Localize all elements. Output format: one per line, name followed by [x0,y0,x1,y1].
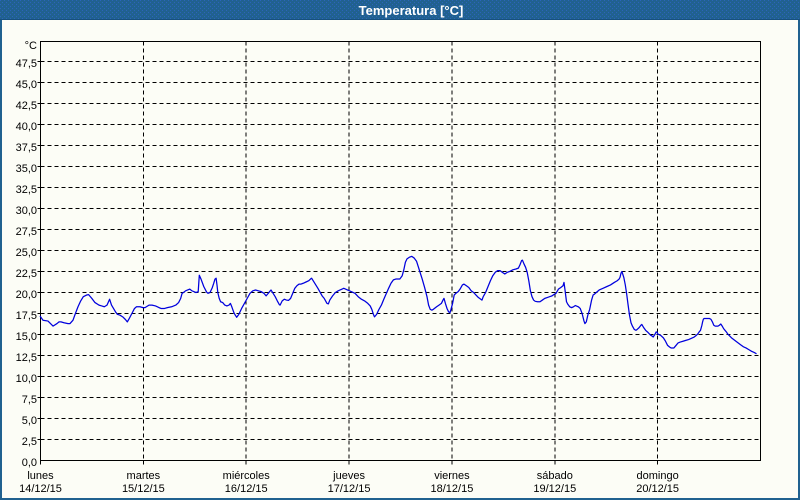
svg-text:25,0: 25,0 [16,247,37,259]
svg-text:32,5: 32,5 [16,184,37,196]
svg-text:47,5: 47,5 [16,58,37,70]
svg-text:17,5: 17,5 [16,310,37,322]
svg-text:10,0: 10,0 [16,373,37,385]
svg-text:35,0: 35,0 [16,163,37,175]
svg-text:jueves: jueves [332,470,365,482]
svg-text:miércoles: miércoles [223,470,271,482]
svg-text:45,0: 45,0 [16,79,37,91]
svg-text:lunes: lunes [27,470,54,482]
svg-text:16/12/15: 16/12/15 [225,483,268,495]
svg-text:18/12/15: 18/12/15 [431,483,474,495]
svg-text:27,5: 27,5 [16,226,37,238]
svg-text:viernes: viernes [434,470,470,482]
svg-text:15/12/15: 15/12/15 [122,483,165,495]
svg-text:22,5: 22,5 [16,268,37,280]
svg-text:19/12/15: 19/12/15 [533,483,576,495]
svg-text:12,5: 12,5 [16,352,37,364]
svg-text:30,0: 30,0 [16,205,37,217]
svg-text:40,0: 40,0 [16,121,37,133]
svg-text:2,5: 2,5 [22,436,37,448]
svg-text:0,0: 0,0 [22,457,37,469]
svg-text:Temperatura [°C]: Temperatura [°C] [359,3,464,18]
svg-text:14/12/15: 14/12/15 [19,483,62,495]
svg-text:42,5: 42,5 [16,100,37,112]
svg-text:sábado: sábado [537,470,573,482]
svg-text:martes: martes [127,470,161,482]
svg-text:15,0: 15,0 [16,331,37,343]
svg-text:7,5: 7,5 [22,394,37,406]
svg-text:°C: °C [25,40,37,52]
svg-text:17/12/15: 17/12/15 [328,483,371,495]
svg-text:5,0: 5,0 [22,415,37,427]
svg-text:20/12/15: 20/12/15 [636,483,679,495]
svg-text:37,5: 37,5 [16,142,37,154]
svg-text:20,0: 20,0 [16,289,37,301]
svg-text:domingo: domingo [637,470,679,482]
